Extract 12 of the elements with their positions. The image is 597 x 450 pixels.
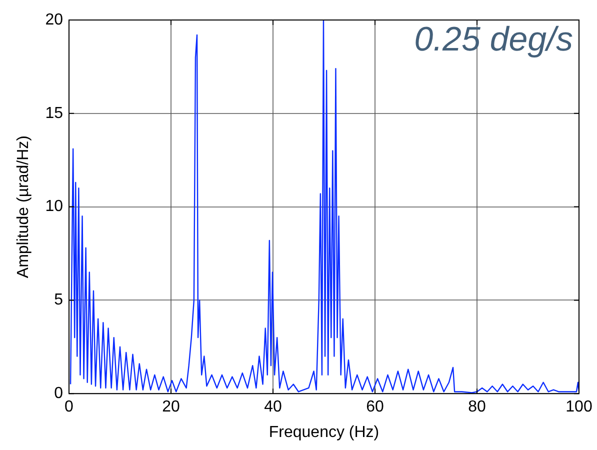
y-tick-label: 0: [54, 385, 64, 402]
y-axis-title: Amplitude (µrad/Hz): [15, 136, 32, 278]
y-tick-label: 5: [54, 292, 64, 309]
x-tick-label: 100: [566, 398, 592, 416]
x-tick-label: 20: [162, 398, 180, 416]
y-tick-label: 20: [45, 11, 64, 28]
y-tick-label: 10: [45, 198, 64, 216]
x-tick-label: 60: [366, 398, 384, 416]
y-tick-label: 15: [45, 104, 64, 122]
x-tick-label: 40: [264, 398, 282, 416]
x-tick-label: 80: [468, 398, 486, 416]
x-axis-title: Frequency (Hz): [268, 424, 380, 441]
